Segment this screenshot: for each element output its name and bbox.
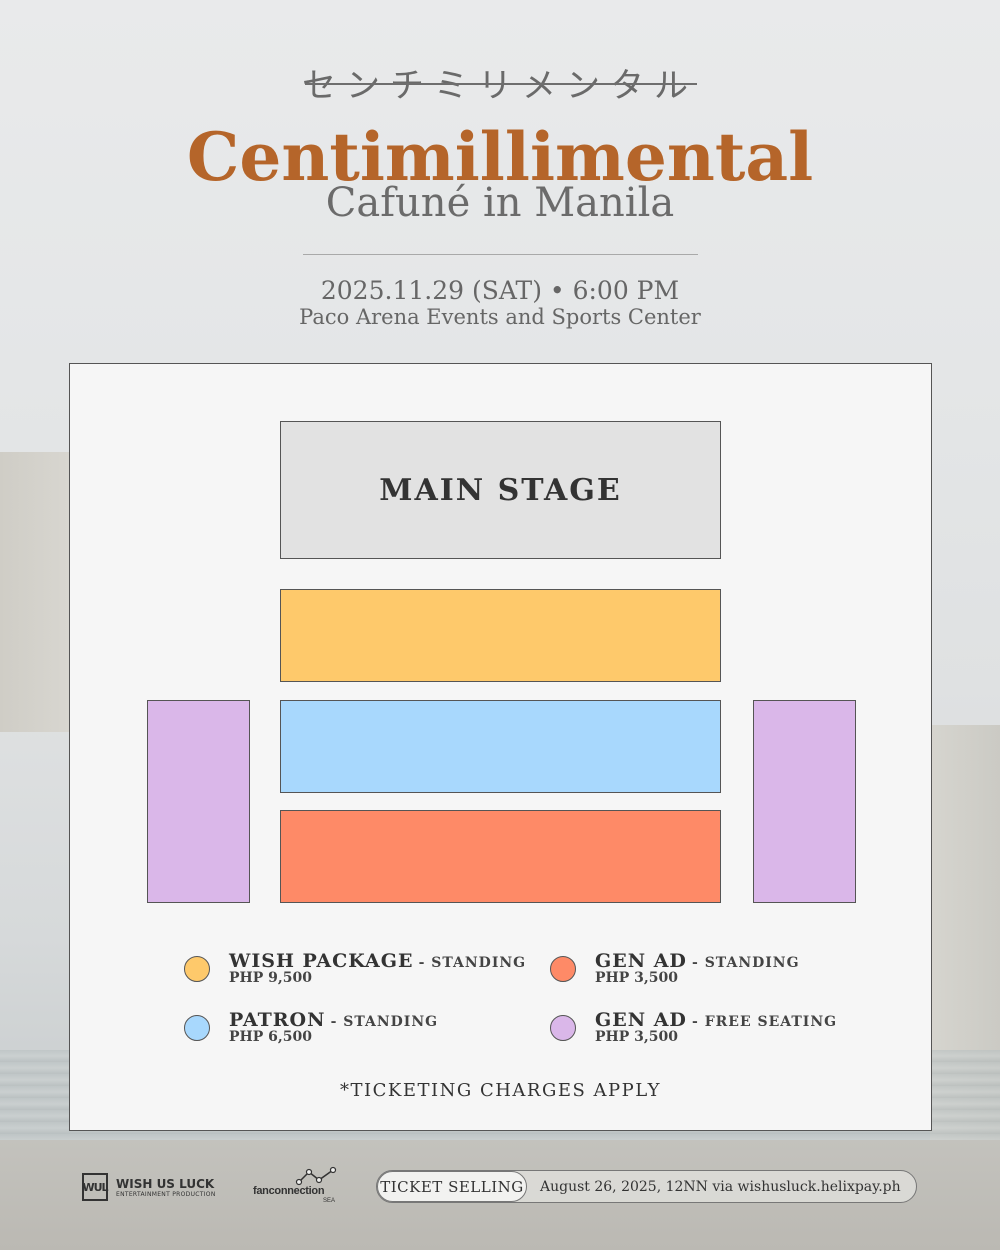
wish-us-luck-logo: WUL WISH US LUCK ENTERTAINMENT PRODUCTIO… [82, 1173, 216, 1201]
legend-price: PHP 3,500 [595, 970, 678, 986]
wul-subtitle: ENTERTAINMENT PRODUCTION [116, 1190, 216, 1198]
zone-patron[interactable] [280, 700, 721, 793]
wul-mark: WUL [82, 1173, 109, 1201]
legend-name: GEN AD [595, 950, 687, 972]
zone-gen-ad-free-left[interactable] [147, 700, 250, 903]
background-wall-left [0, 452, 70, 732]
header-divider [303, 254, 698, 255]
zone-gen-ad-standing[interactable] [280, 810, 721, 903]
wul-name: WISH US LUCK [116, 1176, 215, 1191]
fanconnection-graph-icon [295, 1166, 337, 1186]
title-strike-line [305, 83, 697, 85]
legend-type: - STANDING [692, 955, 800, 971]
zone-wish-package[interactable] [280, 589, 721, 682]
seat-map: MAIN STAGE WISH PACKAGE - STANDING PHP 9… [69, 363, 932, 1131]
page-title: Centimillimental [186, 118, 814, 196]
legend-type: - FREE SEATING [692, 1014, 838, 1030]
japanese-title: センチミリメンタル [302, 66, 698, 106]
ticketing-charges-note: *TICKETING CHARGES APPLY [340, 1080, 661, 1101]
main-stage-label: MAIN STAGE [379, 472, 622, 508]
legend-price: PHP 6,500 [229, 1029, 312, 1045]
legend-price: PHP 3,500 [595, 1029, 678, 1045]
zone-gen-ad-free-right[interactable] [753, 700, 856, 903]
fanconnection-sub: SEA [323, 1198, 336, 1204]
ticket-selling-details[interactable]: August 26, 2025, 12NN via wishusluck.hel… [540, 1179, 901, 1195]
legend-name: WISH PACKAGE [229, 950, 414, 972]
fanconnection-name: fanconnection [253, 1185, 325, 1197]
page-subtitle: Cafuné in Manila [325, 180, 675, 226]
event-date: 2025.11.29 (SAT) • 6:00 PM [320, 276, 680, 305]
ticket-selling-info[interactable]: TICKET SELLING August 26, 2025, 12NN via… [376, 1170, 917, 1203]
legend-type: - STANDING [418, 955, 527, 971]
event-venue: Paco Arena Events and Sports Center [299, 305, 701, 329]
legend-price: PHP 9,500 [229, 970, 312, 986]
legend-dot [184, 1015, 210, 1041]
legend-dot [184, 956, 210, 982]
ticket-selling-label: TICKET SELLING [377, 1171, 527, 1202]
legend-name: GEN AD [595, 1009, 687, 1031]
main-stage: MAIN STAGE [280, 421, 721, 559]
legend-dot [550, 1015, 576, 1041]
legend-dot [550, 956, 576, 982]
legend-name: PATRON [229, 1009, 326, 1031]
legend-type: - STANDING [330, 1014, 439, 1030]
fanconnection-logo: fanconnection SEA [253, 1166, 343, 1206]
